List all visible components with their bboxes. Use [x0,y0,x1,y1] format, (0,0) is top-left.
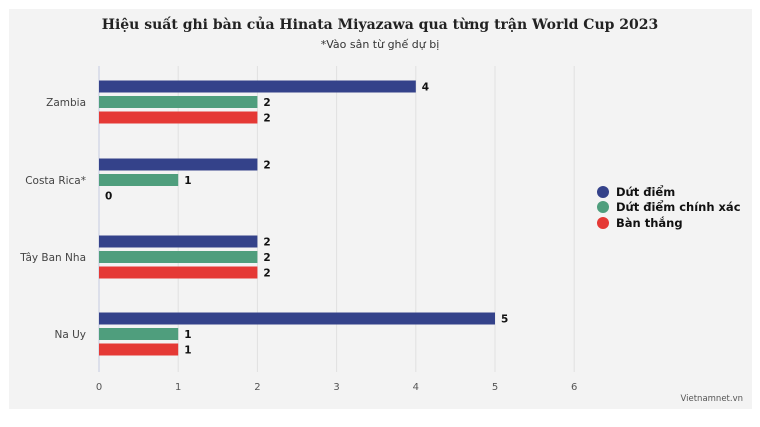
legend-label: Dứt điểm [616,184,676,199]
bar [99,158,258,171]
data-label: 1 [184,345,191,357]
data-label: 0 [105,191,112,203]
data-label: 4 [422,82,429,94]
x-tick-label: 2 [254,382,260,393]
legend-label: Dứt điểm chính xác [616,200,741,215]
x-tick-label: 4 [413,382,419,393]
data-label: 5 [501,314,508,326]
bar [99,251,258,263]
chart-title: Hiệu suất ghi bàn của Hinata Miyazawa qu… [101,17,659,33]
x-tick-label: 1 [175,382,181,393]
category-label: Na Uy [54,329,86,341]
category-label: Zambia [46,97,86,109]
bar [99,96,258,108]
chart-subtitle: *Vào sân từ ghế dự bị [320,38,440,51]
x-tick-label: 5 [492,382,498,393]
bar [99,328,179,340]
bar [99,266,258,279]
bar [99,343,179,356]
data-label: 2 [263,97,270,109]
data-label: 2 [263,252,270,264]
legend-marker [597,201,609,214]
x-tick-label: 3 [333,382,339,393]
legend: Dứt điểm Dứt điểm chính xác Bàn thắng [597,184,741,231]
bar [99,111,258,124]
bar [99,80,416,93]
legend-label: Bàn thắng [616,215,683,230]
data-label: 2 [263,113,270,125]
data-label: 2 [263,268,270,280]
legend-item-dut-diem-chinh-xac[interactable]: Dứt điểm chính xác [597,200,741,216]
source-credit: Vietnamnet.vn [680,394,744,404]
legend-item-dut-diem[interactable]: Dứt điểm [597,184,741,200]
bar [99,235,258,248]
data-label: 2 [263,237,270,249]
bar [99,174,179,186]
category-label: Costa Rica* [25,175,86,187]
category-label: Tây Ban Nha [19,252,86,264]
chart-panel [9,9,752,409]
x-tick-label: 0 [96,382,102,393]
data-label: 2 [263,160,270,172]
bar [99,312,495,325]
legend-item-ban-thang[interactable]: Bàn thắng [597,215,741,231]
legend-marker [597,185,609,198]
legend-marker [597,216,609,229]
data-label: 1 [184,175,191,187]
x-tick-label: 6 [571,382,577,393]
data-label: 1 [184,329,191,341]
